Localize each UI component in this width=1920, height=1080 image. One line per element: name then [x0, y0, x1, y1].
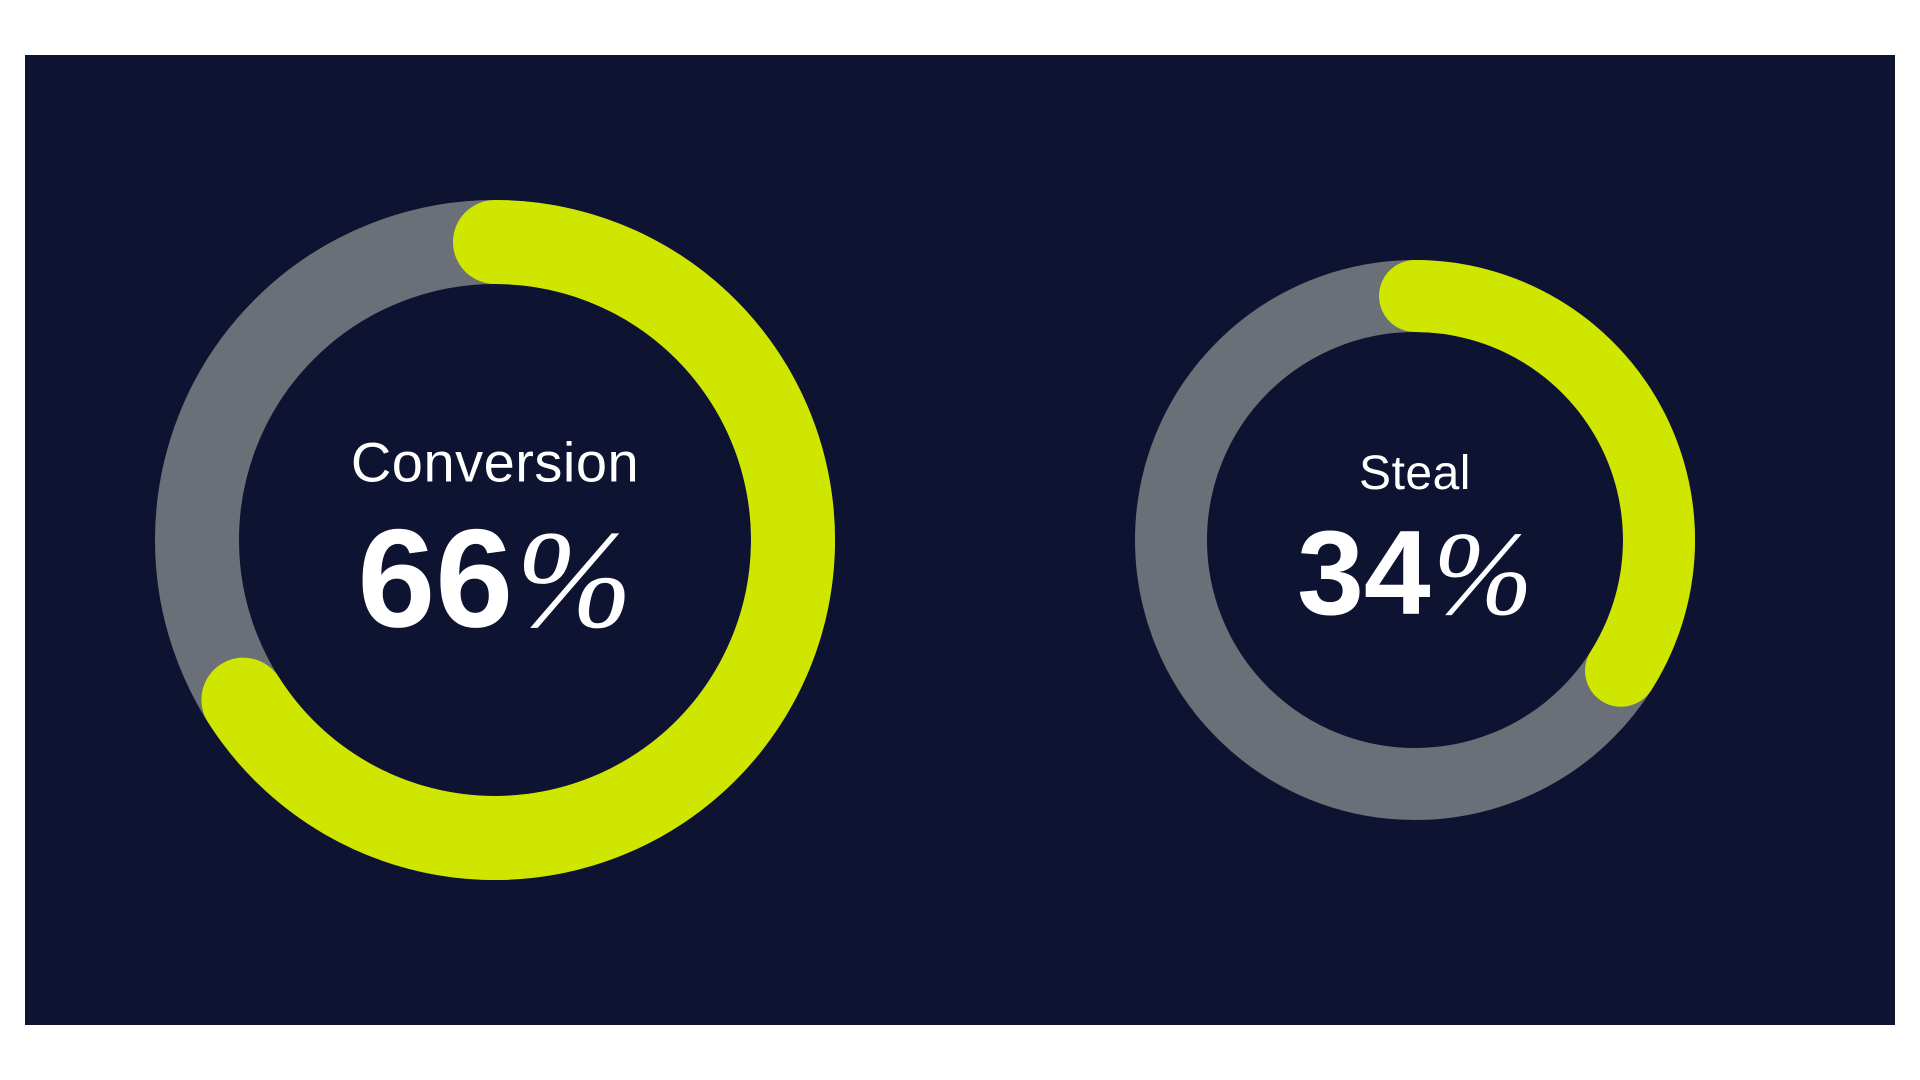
percent-sign: %: [1433, 507, 1533, 640]
gauge-steal-number: 34: [1297, 506, 1430, 640]
gauge-conversion: Conversion 66%: [155, 200, 835, 880]
page: Conversion 66% Steal 34%: [0, 0, 1920, 1080]
chart-panel: Conversion 66% Steal 34%: [25, 55, 1895, 1025]
gauge-steal-label: Steal 34%: [1191, 446, 1639, 634]
gauge-steal: Steal 34%: [1135, 260, 1695, 820]
gauge-conversion-value: 66%: [223, 509, 767, 651]
gauge-steal-title: Steal: [1191, 446, 1639, 501]
percent-sign: %: [516, 503, 633, 658]
gauge-steal-value: 34%: [1191, 513, 1639, 634]
gauge-conversion-number: 66: [357, 500, 513, 657]
gauge-conversion-label: Conversion 66%: [223, 430, 767, 651]
gauge-conversion-title: Conversion: [223, 430, 767, 495]
